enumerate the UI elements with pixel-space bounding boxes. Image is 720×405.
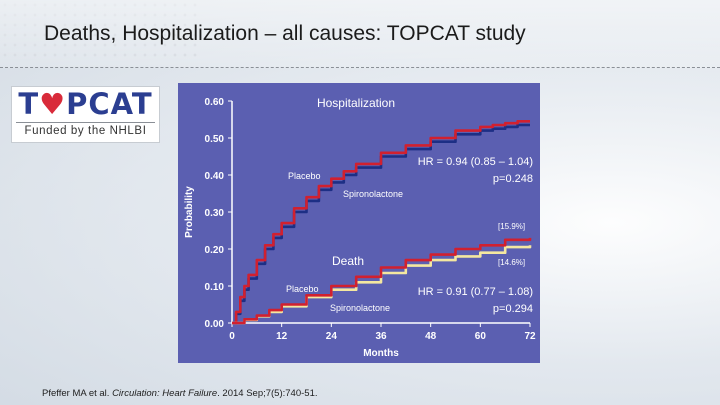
x-tick-label: 72 bbox=[524, 331, 536, 342]
logo-subtitle: Funded by the NHLBI bbox=[16, 122, 155, 140]
x-tick-label: 0 bbox=[229, 331, 235, 342]
death-hr-text: HR = 0.91 (0.77 – 1.08) bbox=[418, 286, 533, 298]
logo-letter-t: T bbox=[18, 87, 40, 121]
x-axis-label: Months bbox=[363, 348, 399, 359]
x-tick-label: 12 bbox=[276, 331, 288, 342]
logo-wordmark: T♥PCAT bbox=[12, 88, 159, 120]
hosp-panel-title: Hospitalization bbox=[317, 96, 395, 110]
death-placebo-end-label: [15.9%] bbox=[498, 222, 525, 231]
y-tick-label: 0.10 bbox=[205, 282, 225, 293]
km-chart: 0.00 0.10 0.20 0.30 0.40 0.50 0.60 0 12 24 36 48 60 7… bbox=[178, 83, 540, 363]
logo-letters-pc: PC bbox=[66, 87, 111, 121]
topcat-logo: T♥PCAT Funded by the NHLBI bbox=[11, 86, 160, 143]
hosp-placebo-label: Placebo bbox=[288, 171, 321, 181]
death-panel-title: Death bbox=[332, 254, 364, 268]
y-tick-label: 0.60 bbox=[205, 97, 225, 108]
x-tick-label: 48 bbox=[425, 331, 437, 342]
y-tick-label: 0.30 bbox=[205, 208, 225, 219]
header-divider bbox=[0, 67, 720, 68]
death-p-text: p=0.294 bbox=[493, 303, 533, 315]
x-tick-label: 60 bbox=[475, 331, 487, 342]
logo-letters-at: AT bbox=[110, 87, 153, 121]
y-tick-label: 0.50 bbox=[205, 134, 225, 145]
citation-journal: Circulation: Heart Failure bbox=[112, 388, 218, 399]
death-placebo-label: Placebo bbox=[286, 284, 319, 294]
heart-icon: ♥ bbox=[39, 87, 67, 121]
citation-details: . 2014 Sep;7(5):740-51. bbox=[217, 388, 318, 399]
header-band bbox=[0, 0, 720, 68]
death-spiro-end-label: [14.6%] bbox=[498, 258, 525, 267]
citation: Pfeffer MA et al. Circulation: Heart Fai… bbox=[42, 388, 318, 399]
page-title: Deaths, Hospitalization – all causes: TO… bbox=[44, 22, 526, 45]
y-axis-label: Probability bbox=[184, 186, 195, 238]
y-tick-label: 0.00 bbox=[205, 319, 225, 330]
x-tick-label: 24 bbox=[326, 331, 338, 342]
x-tick-label: 36 bbox=[375, 331, 387, 342]
hosp-hr-text: HR = 0.94 (0.85 – 1.04) bbox=[418, 156, 533, 168]
hosp-spiro-label: Spironolactone bbox=[343, 189, 403, 199]
y-tick-label: 0.20 bbox=[205, 245, 225, 256]
km-chart-svg: 0.00 0.10 0.20 0.30 0.40 0.50 0.60 0 12 24 36 48 60 7… bbox=[184, 96, 536, 359]
death-spiro-label: Spironolactone bbox=[330, 303, 390, 313]
death-placebo-line bbox=[232, 237, 532, 325]
y-tick-label: 0.40 bbox=[205, 171, 225, 182]
hosp-placebo-line bbox=[232, 120, 530, 325]
citation-authors: Pfeffer MA et al. bbox=[42, 388, 113, 399]
hosp-p-text: p=0.248 bbox=[493, 173, 533, 185]
